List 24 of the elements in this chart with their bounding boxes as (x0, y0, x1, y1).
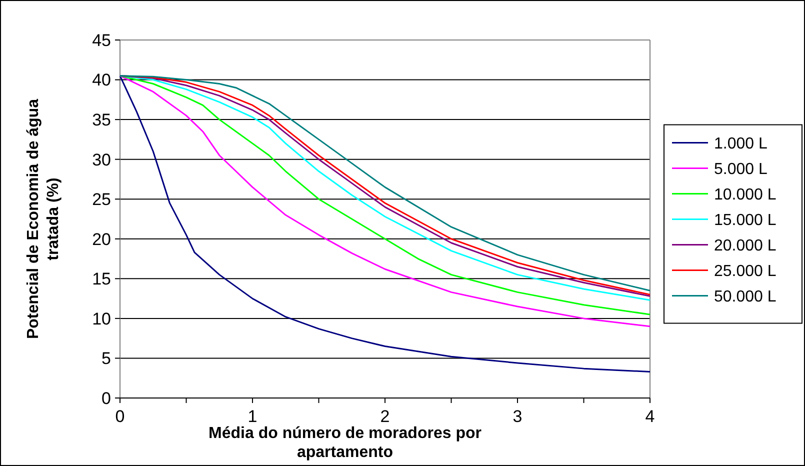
legend-label: 15.000 L (714, 212, 776, 229)
x-tick-label: 3 (512, 407, 522, 426)
legend-label: 50.000 L (714, 288, 776, 306)
y-tick-label: 20 (92, 230, 111, 249)
legend-label: 25.000 L (714, 262, 776, 280)
x-tick-label: 4 (645, 407, 655, 426)
x-tick-label: 0 (115, 407, 125, 426)
x-tick-label: 1 (248, 407, 258, 426)
y-axis-title: Potencial de Economia de água tratada (%) (25, 98, 62, 340)
y-tick-label: 45 (92, 30, 111, 50)
y-tick-label: 40 (92, 70, 111, 90)
y-tick-label: 5 (102, 349, 111, 368)
legend-label: 10.000 L (714, 186, 776, 204)
y-tick-label: 25 (92, 190, 111, 210)
y-tick-label: 0 (102, 388, 111, 408)
legend-label: 5.000 L (714, 160, 768, 178)
x-axis-title: Média do número de moradores por apartamento (208, 425, 482, 461)
y-tick-label: 35 (92, 110, 111, 130)
y-tick-label: 10 (92, 309, 111, 328)
y-tick-label: 15 (92, 270, 111, 289)
x-tick-label: 2 (380, 407, 390, 426)
y-tick-label: 30 (92, 150, 111, 170)
legend-label: 20.000 L (714, 237, 776, 254)
legend-label: 1.000 L (714, 135, 768, 152)
